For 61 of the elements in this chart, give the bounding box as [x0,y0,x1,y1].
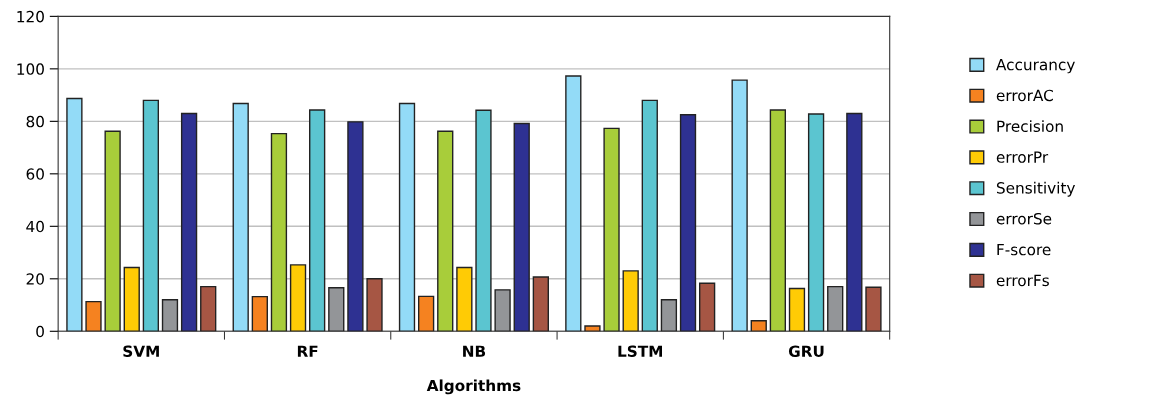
bar [827,285,844,332]
x-tick-label: NB [463,345,486,357]
bar [123,266,140,332]
bar [289,264,307,332]
legend-label: Precision [997,120,1063,133]
bar [232,102,249,332]
bar [622,270,639,332]
bar [807,113,825,332]
legend-label: errorAC [996,89,1053,102]
y-tick-label: 40 [26,220,44,233]
y-tick-label: 60 [26,168,44,180]
bar [66,97,83,332]
bar [513,122,530,332]
bar [142,99,160,332]
bar [366,278,383,332]
bar [846,112,863,332]
bar [641,99,658,332]
bar [456,266,473,332]
y-tick-label: 80 [26,115,44,128]
bar [398,102,416,332]
bar [85,300,102,332]
legend-label: F-score [997,243,1051,256]
bar [104,130,121,332]
y-tick-label: 120 [17,10,44,23]
legend-label: errorSe [996,212,1052,225]
x-tick-label: GRU [788,345,824,357]
x-tick-label: SVM [123,345,159,357]
bar [769,109,787,332]
bar [180,112,198,332]
x-axis-title: Algorithms [426,379,521,395]
bar [788,287,806,332]
bar [270,132,288,332]
bar [532,276,549,332]
bar [161,299,179,332]
y-tick-label: 20 [26,273,44,285]
bar [603,127,620,332]
bar [200,285,217,332]
bar [865,286,882,332]
bar [347,121,364,332]
bar [437,130,454,332]
bar [417,295,435,332]
legend-label: errorFs [996,274,1049,287]
bar [584,325,601,332]
bar [698,282,716,332]
y-tick-label: 100 [17,63,44,75]
bar [750,320,767,332]
bar [328,287,345,332]
x-tick-label: RF [297,345,318,357]
bar [494,289,511,332]
legend-label: Sensitivity [996,181,1076,197]
bar [475,109,492,332]
y-tick-label: 0 [36,325,44,338]
bar [731,79,748,332]
legend-label: errorPr [996,151,1049,163]
legend-label: Accurancy [996,59,1075,74]
bar [251,295,268,332]
bar [660,299,678,332]
bar [309,109,326,332]
bar [565,75,582,332]
x-tick-label: LSTM [618,345,662,357]
bar [679,114,697,332]
